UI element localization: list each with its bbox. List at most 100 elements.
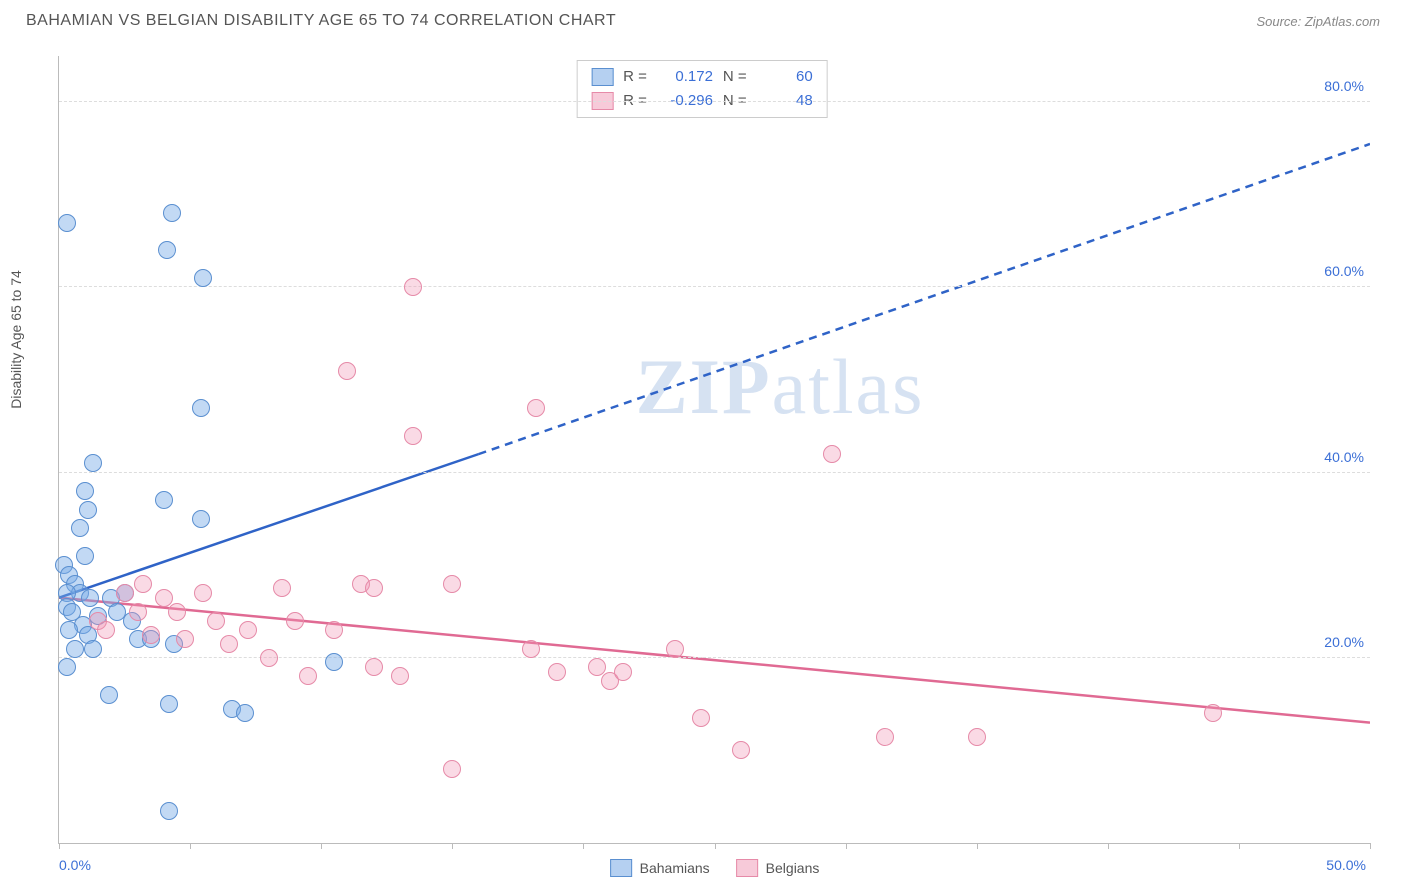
data-point-pink [325, 621, 343, 639]
r-label: R = [623, 65, 647, 89]
data-point-pink [876, 728, 894, 746]
data-point-blue [158, 241, 176, 259]
data-point-pink [239, 621, 257, 639]
swatch-blue [610, 859, 632, 877]
data-point-pink [1204, 704, 1222, 722]
data-point-pink [273, 579, 291, 597]
data-point-blue [325, 653, 343, 671]
data-point-pink [116, 584, 134, 602]
x-tick [190, 843, 191, 849]
x-tick [1370, 843, 1371, 849]
x-tick [715, 843, 716, 849]
x-tick [583, 843, 584, 849]
y-tick-label: 80.0% [1324, 78, 1364, 94]
n-label: N = [723, 65, 747, 89]
gridline [59, 657, 1370, 658]
data-point-blue [163, 204, 181, 222]
legend-label: Bahamians [640, 860, 710, 876]
data-point-pink [614, 663, 632, 681]
data-point-blue [76, 547, 94, 565]
data-point-pink [134, 575, 152, 593]
gridline [59, 101, 1370, 102]
chart-title: BAHAMIAN VS BELGIAN DISABILITY AGE 65 TO… [26, 12, 616, 30]
data-point-pink [391, 667, 409, 685]
trend-line [59, 598, 1370, 723]
data-point-pink [443, 760, 461, 778]
source-attribution: Source: ZipAtlas.com [1256, 14, 1380, 29]
gridline [59, 472, 1370, 473]
data-point-blue [58, 214, 76, 232]
data-point-blue [84, 454, 102, 472]
y-axis-label: Disability Age 65 to 74 [8, 270, 24, 409]
data-point-pink [286, 612, 304, 630]
data-point-pink [443, 575, 461, 593]
data-point-pink [129, 603, 147, 621]
data-point-blue [71, 519, 89, 537]
x-tick [1108, 843, 1109, 849]
data-point-pink [823, 445, 841, 463]
data-point-blue [194, 269, 212, 287]
data-point-pink [404, 278, 422, 296]
data-point-blue [76, 482, 94, 500]
x-tick [59, 843, 60, 849]
data-point-blue [100, 686, 118, 704]
data-point-pink [692, 709, 710, 727]
x-tick [1239, 843, 1240, 849]
series-legend: Bahamians Belgians [610, 859, 820, 877]
data-point-pink [365, 579, 383, 597]
y-tick-label: 60.0% [1324, 263, 1364, 279]
data-point-blue [79, 501, 97, 519]
watermark-light: atlas [772, 343, 925, 430]
data-point-blue [160, 695, 178, 713]
data-point-pink [365, 658, 383, 676]
trend-line-dashed [479, 144, 1370, 454]
watermark-bold: ZIP [636, 343, 772, 430]
x-tick [977, 843, 978, 849]
data-point-blue [58, 658, 76, 676]
data-point-pink [527, 399, 545, 417]
data-point-blue [155, 491, 173, 509]
legend-item-belgians: Belgians [736, 859, 820, 877]
y-tick-label: 40.0% [1324, 449, 1364, 465]
data-point-blue [60, 621, 78, 639]
swatch-blue [591, 68, 613, 86]
stats-row-blue: R = 0.172 N = 60 [591, 65, 813, 89]
data-point-pink [299, 667, 317, 685]
swatch-pink [736, 859, 758, 877]
x-max-label: 50.0% [1326, 857, 1366, 873]
data-point-pink [968, 728, 986, 746]
data-point-blue [192, 510, 210, 528]
data-point-pink [97, 621, 115, 639]
data-point-pink [338, 362, 356, 380]
x-tick [321, 843, 322, 849]
data-point-pink [168, 603, 186, 621]
data-point-blue [236, 704, 254, 722]
data-point-pink [260, 649, 278, 667]
stats-legend: R = 0.172 N = 60 R = -0.296 N = 48 [576, 60, 828, 118]
data-point-pink [732, 741, 750, 759]
r-value-blue: 0.172 [657, 65, 713, 89]
data-point-blue [192, 399, 210, 417]
gridline [59, 286, 1370, 287]
legend-label: Belgians [766, 860, 820, 876]
data-point-pink [194, 584, 212, 602]
data-point-pink [548, 663, 566, 681]
data-point-blue [66, 640, 84, 658]
data-point-blue [84, 640, 102, 658]
data-point-pink [404, 427, 422, 445]
x-min-label: 0.0% [59, 857, 91, 873]
data-point-pink [142, 626, 160, 644]
trend-lines-layer [59, 56, 1370, 843]
data-point-blue [81, 589, 99, 607]
legend-item-bahamians: Bahamians [610, 859, 710, 877]
data-point-blue [160, 802, 178, 820]
data-point-pink [666, 640, 684, 658]
x-tick [846, 843, 847, 849]
y-tick-label: 20.0% [1324, 634, 1364, 650]
data-point-pink [220, 635, 238, 653]
trend-line [59, 454, 479, 598]
data-point-pink [522, 640, 540, 658]
data-point-pink [207, 612, 225, 630]
x-tick [452, 843, 453, 849]
watermark: ZIPatlas [636, 342, 925, 432]
